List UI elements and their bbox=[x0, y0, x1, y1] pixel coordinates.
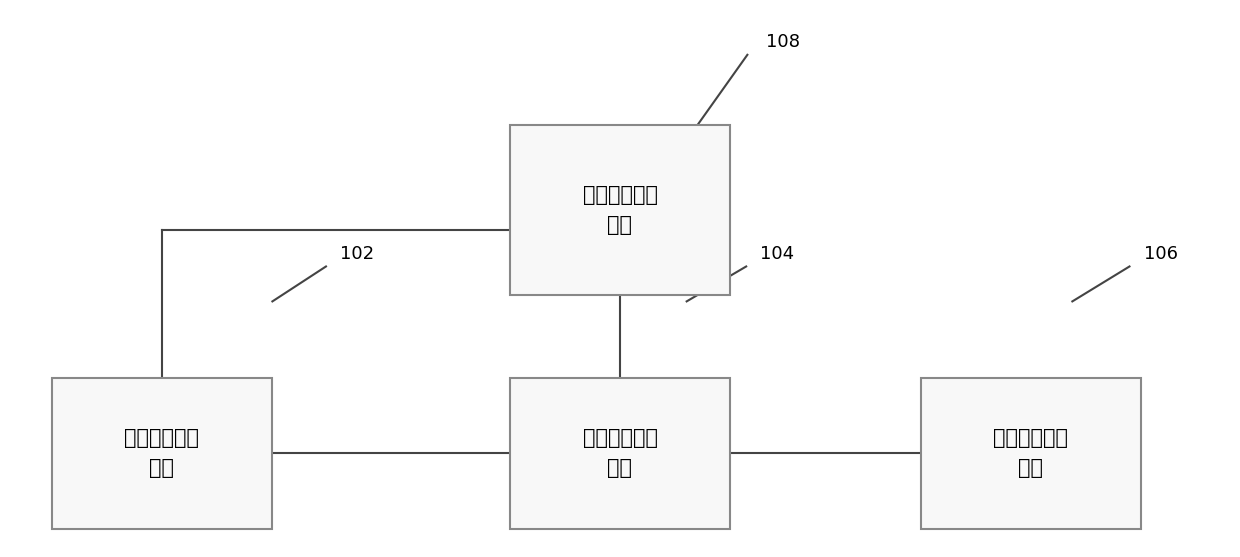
Text: 指示周期确定
模块: 指示周期确定 模块 bbox=[124, 428, 200, 478]
FancyBboxPatch shape bbox=[52, 378, 272, 529]
Text: 指示信令发送
模块: 指示信令发送 模块 bbox=[993, 428, 1068, 478]
Text: 指示位置获取
模块: 指示位置获取 模块 bbox=[583, 428, 657, 478]
Text: 104: 104 bbox=[760, 245, 795, 263]
FancyBboxPatch shape bbox=[510, 125, 730, 295]
Text: 108: 108 bbox=[766, 33, 800, 51]
FancyBboxPatch shape bbox=[510, 378, 730, 529]
FancyBboxPatch shape bbox=[920, 378, 1141, 529]
Text: 指示位置通知
模块: 指示位置通知 模块 bbox=[583, 185, 657, 234]
Text: 102: 102 bbox=[340, 245, 374, 263]
Text: 106: 106 bbox=[1143, 245, 1178, 263]
